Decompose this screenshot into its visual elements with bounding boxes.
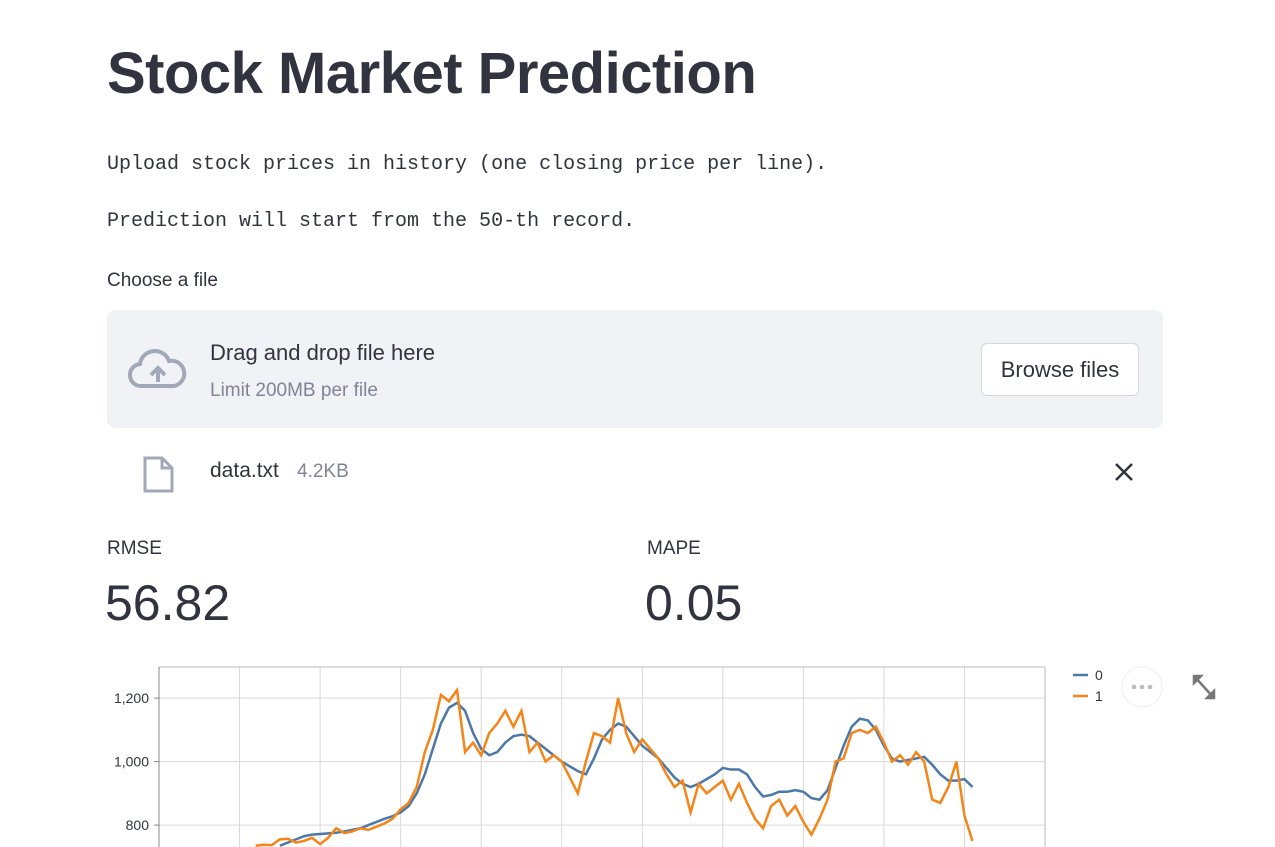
y-tick-label: 1,000 — [114, 754, 149, 770]
y-tick-label: 800 — [126, 817, 150, 833]
remove-file-button[interactable] — [1112, 460, 1136, 484]
paragraph: Prediction will start from the 50-th rec… — [107, 210, 636, 233]
metric-label: MAPE — [647, 538, 701, 559]
file-name: data.txt — [210, 459, 279, 482]
legend-label: 1 — [1095, 688, 1103, 704]
cloud-icon — [128, 349, 187, 389]
file-size: 4.2KB — [297, 461, 349, 482]
metric-value: 0.05 — [645, 575, 743, 631]
file-icon — [143, 456, 174, 493]
metric-value: 56.82 — [105, 575, 231, 631]
dropzone-limit: Limit 200MB per file — [210, 380, 378, 401]
browse-button[interactable]: Browse files — [981, 343, 1139, 396]
y-tick-label: 1,200 — [114, 690, 149, 706]
chart: 800 1,000 1,200 0 1 — [114, 666, 1216, 847]
menu-dots — [1131, 684, 1153, 690]
legend-label: 0 — [1095, 667, 1103, 683]
series-line — [255, 686, 974, 847]
fullscreen-button[interactable] — [1192, 674, 1216, 700]
paragraph: Upload stock prices in history (one clos… — [107, 153, 828, 176]
dropzone-title: Drag and drop file here — [210, 340, 436, 365]
uploader-label: Choose a file — [107, 270, 218, 291]
metric-label: RMSE — [107, 538, 162, 559]
title: Stock Market Prediction — [107, 41, 757, 106]
